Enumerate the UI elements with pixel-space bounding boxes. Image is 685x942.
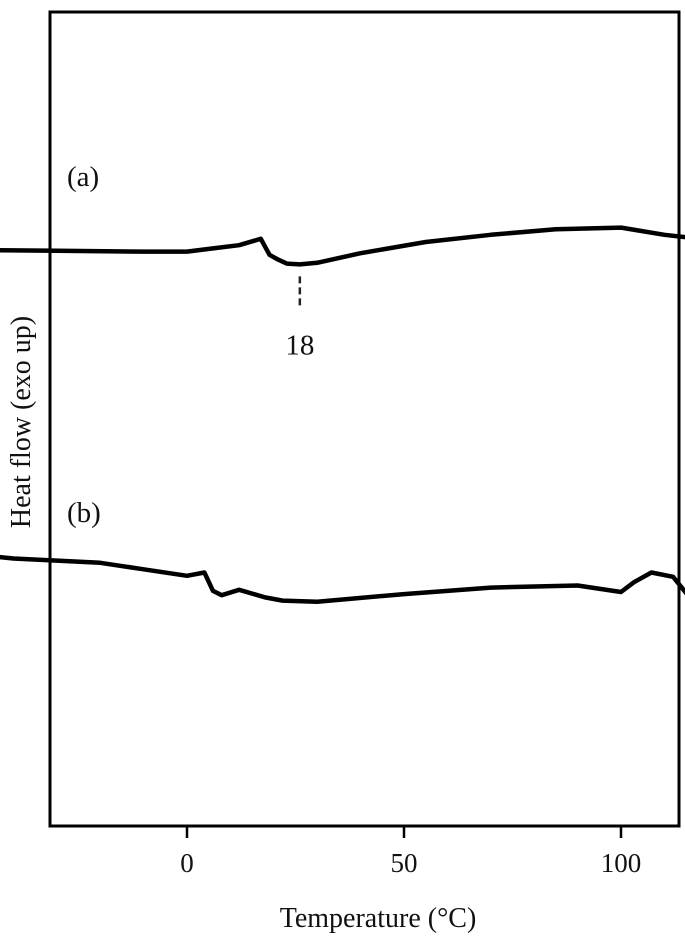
curve-a [0, 225, 685, 267]
peak-label: 18 [285, 329, 314, 361]
curves [0, 225, 685, 604]
y-axis-label: Heat flow (exo up) [6, 316, 37, 528]
series-label-a: (a) [67, 161, 99, 193]
peak-markers [298, 276, 302, 309]
x-axis-label: Temperature (°C) [280, 903, 477, 934]
x-tick-labels: -50050100150200 [180, 848, 642, 878]
series-labels: (a) (b) [67, 161, 101, 529]
x-ticks [185, 826, 623, 838]
x-tick-label: 50 [391, 848, 418, 878]
x-tick-label: 0 [180, 848, 194, 878]
x-tick-label: 100 [601, 848, 642, 878]
plot-frame [48, 10, 681, 828]
series-label-b: (b) [67, 497, 101, 529]
curve-b [0, 554, 685, 604]
peak-labels: 18110122126142168 [285, 329, 314, 361]
